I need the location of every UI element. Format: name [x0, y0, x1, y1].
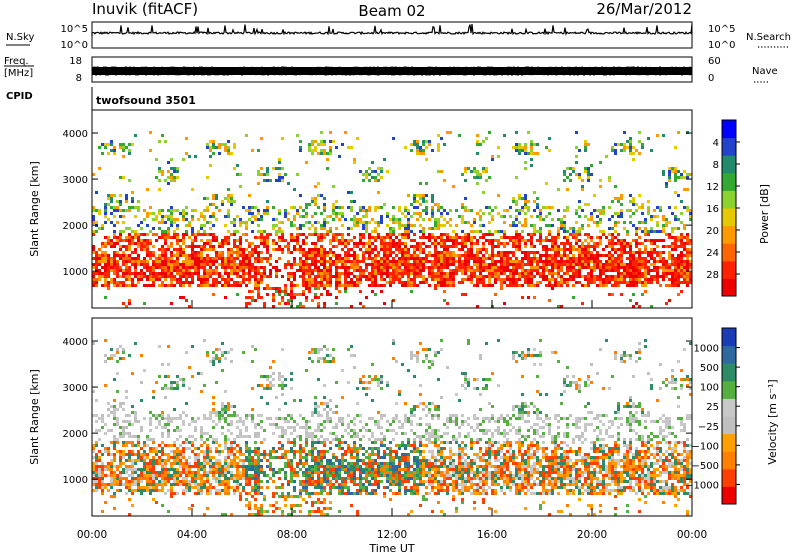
freq-label-line2: [MHz]: [4, 68, 33, 79]
colorbar-tick-label: 500: [700, 363, 719, 374]
colorbar-tick-label: 8: [713, 160, 719, 171]
sky-tick-bottom: 10^0: [61, 40, 88, 51]
power-colorbar-label: Power [dB]: [758, 184, 771, 244]
y-tick-label: 3000: [63, 175, 88, 186]
colorbar-segment: [722, 328, 736, 347]
colorbar-segment: [722, 225, 736, 244]
colorbar-segment: [722, 260, 736, 279]
colorbar-tick-label: 20: [706, 226, 719, 237]
velocity-heatmap: [92, 339, 692, 516]
colorbar-tick-label: 25: [706, 402, 719, 413]
y-tick-label: 1000: [63, 475, 88, 486]
freq-label-line1: Freq.: [4, 56, 29, 67]
x-tick-label: 00:00: [677, 529, 707, 541]
x-tick-label: 16:00: [477, 529, 507, 541]
colorbar-segment: [722, 398, 736, 417]
colorbar-tick-label: −25: [698, 422, 719, 433]
colorbar-tick-label: 4: [713, 138, 719, 149]
velocity-ylabel: Slant Range [km]: [28, 369, 41, 465]
velocity-y-axis: 1000 2000 3000 4000: [63, 337, 692, 486]
cpid-label: CPID: [6, 91, 33, 102]
time-axis: 00:00 04:00 08:00 12:00 16:00 20:00 00:00: [77, 300, 707, 541]
power-colorbar: 4 8 12 16 20 24 28: [706, 119, 740, 297]
nave-label: Nave: [752, 66, 778, 77]
colorbar-tick-label: 16: [706, 204, 719, 215]
colorbar-tick-label: −500: [692, 461, 719, 472]
search-tick-bottom: 10^0: [708, 40, 735, 51]
colorbar-tick-label: −1000: [685, 480, 719, 491]
colorbar-tick-label: 12: [706, 182, 719, 193]
power-y-axis: 1000 2000 3000 4000: [63, 129, 692, 278]
velocity-colorbar: 1000 500 100 25 −25 −100 −500 −1000: [685, 327, 740, 505]
x-tick-label: 04:00: [177, 529, 207, 541]
colorbar-tick-label: 24: [706, 248, 719, 259]
x-tick-label: 12:00: [377, 529, 407, 541]
colorbar-segment: [722, 120, 736, 139]
colorbar-segment: [722, 486, 736, 505]
colorbar-segment: [722, 380, 736, 399]
colorbar-tick-label: 28: [706, 270, 719, 281]
y-tick-label: 2000: [63, 429, 88, 440]
sky-tick-top: 10^5: [61, 24, 88, 35]
freq-trace: [91, 66, 691, 76]
y-tick-label: 4000: [63, 129, 88, 140]
x-tick-label: 08:00: [277, 529, 307, 541]
colorbar-tick-label: 1000: [694, 344, 719, 355]
colorbar-tick-label: −100: [692, 441, 719, 452]
velocity-colorbar-label: Velocity [m s⁻¹]: [766, 379, 779, 464]
colorbar-segment: [722, 433, 736, 452]
colorbar-segment: [722, 137, 736, 156]
colorbar-segment: [722, 278, 736, 297]
y-tick-label: 4000: [63, 337, 88, 348]
colorbar-segment: [722, 345, 736, 364]
sky-search-panel: [91, 21, 693, 49]
search-label: N.Search: [746, 32, 791, 43]
power-heatmap: [92, 131, 692, 308]
colorbar-segment: [722, 468, 736, 487]
time-axis-label: Time UT: [368, 542, 414, 554]
colorbar-segment: [722, 155, 736, 174]
x-tick-label: 00:00: [77, 529, 107, 541]
nave-tick-top: 60: [708, 56, 721, 67]
power-ylabel: Slant Range [km]: [28, 161, 41, 257]
colorbar-segment: [722, 363, 736, 382]
colorbar-frame: [721, 327, 737, 505]
nave-tick-bottom: 0: [708, 73, 714, 84]
colorbar-tick-label: 100: [700, 383, 719, 394]
colorbar-segment: [722, 243, 736, 262]
colorbar-segment: [722, 208, 736, 227]
date-title: 26/Mar/2012: [596, 0, 692, 18]
x-tick-label: 20:00: [577, 529, 607, 541]
beam-title: Beam 02: [358, 2, 425, 20]
search-tick-top: 10^5: [708, 24, 735, 35]
y-tick-label: 2000: [63, 221, 88, 232]
y-tick-label: 1000: [63, 267, 88, 278]
freq-tick-bottom: 8: [76, 73, 82, 84]
colorbar-segment: [722, 451, 736, 470]
colorbar-segment: [722, 416, 736, 435]
cpid-value: twofsound 3501: [96, 94, 196, 107]
sky-noise-trace: [91, 24, 693, 36]
station-title: Inuvik (fitACF): [92, 0, 198, 18]
colorbar-segment: [722, 172, 736, 191]
colorbar-segment: [722, 190, 736, 209]
freq-tick-top: 18: [69, 56, 82, 67]
sky-label: N.Sky: [6, 32, 34, 43]
y-tick-label: 3000: [63, 383, 88, 394]
